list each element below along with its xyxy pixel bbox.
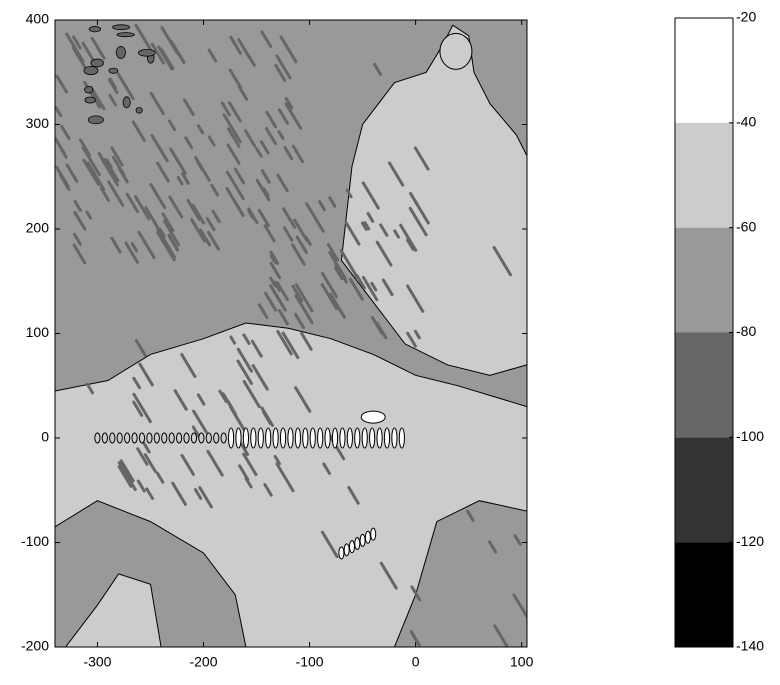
contour-ring	[147, 433, 152, 443]
y-tick-label: 400	[26, 11, 50, 27]
colorbar-segment	[675, 542, 733, 647]
contour-ring	[355, 538, 360, 550]
contour-region	[136, 107, 142, 113]
contour-ring	[125, 433, 130, 443]
contour-ring	[154, 433, 159, 443]
contour-ring	[228, 428, 233, 448]
contour-ring	[355, 428, 360, 448]
contour-ring	[392, 428, 397, 448]
contour-ring	[295, 428, 300, 448]
contour-ring	[384, 428, 389, 448]
contour-ring	[360, 534, 365, 546]
contour-ring	[310, 428, 315, 448]
contour-ring	[191, 433, 196, 443]
x-tick-label: 100	[510, 654, 534, 670]
contour-ring	[139, 433, 144, 443]
y-tick-label: -200	[21, 638, 49, 654]
contour-region	[84, 66, 98, 74]
colorbar-segment	[675, 437, 733, 542]
contour-ring	[236, 428, 241, 448]
contour-ring	[332, 428, 337, 448]
contour-ring	[243, 428, 248, 448]
contour-ring	[206, 433, 211, 443]
contour-ring	[365, 531, 370, 543]
colorbar-tick-label: -40	[736, 114, 756, 130]
y-tick-label: 0	[41, 429, 49, 445]
contour-ring	[288, 428, 293, 448]
contour-region	[138, 49, 155, 56]
y-tick-label: -100	[21, 533, 49, 549]
contour-ring	[176, 433, 181, 443]
y-tick-label: 200	[26, 220, 50, 236]
contour-ring	[303, 428, 308, 448]
contour-region	[113, 25, 130, 30]
contour-ring	[370, 428, 375, 448]
contour-region	[440, 33, 472, 69]
contour-ring	[349, 541, 354, 553]
x-tick-label: -300	[83, 654, 111, 670]
colorbar-segment	[675, 333, 733, 438]
x-tick-label: -100	[296, 654, 324, 670]
contour-field	[55, 20, 529, 650]
contour-region	[85, 86, 93, 93]
contour-ring	[162, 433, 167, 443]
contour-ring	[95, 433, 100, 443]
contour-ring	[132, 433, 137, 443]
chart: -300 -200 -100 0 100 -200 -100 0 100 200 300 400 -14…	[0, 0, 780, 680]
contour-region	[109, 68, 118, 73]
contour-ring	[214, 433, 219, 443]
contour-ring	[280, 428, 285, 448]
colorbar-tick-label: -80	[736, 323, 756, 339]
contour-region	[85, 97, 95, 103]
contour-region	[91, 59, 104, 67]
contour-ring	[344, 544, 349, 556]
contour-ring	[377, 428, 382, 448]
contour-ring	[199, 433, 204, 443]
contour-region	[89, 26, 100, 31]
contour-ring	[399, 428, 404, 448]
contour-ring	[221, 433, 226, 443]
contour-ring	[339, 547, 344, 559]
colorbar-tick-label: -120	[736, 533, 764, 549]
contour-region	[361, 411, 385, 423]
colorbar-segment	[675, 228, 733, 333]
colorbar-tick-label: -140	[736, 638, 764, 654]
colorbar-tick-label: -60	[736, 218, 756, 234]
y-tick-label: 300	[26, 115, 50, 131]
contour-ring	[318, 428, 323, 448]
contour-ring	[258, 428, 263, 448]
contour-region	[123, 97, 130, 108]
contour-region	[116, 47, 125, 59]
contour-ring	[371, 528, 376, 540]
colorbar-tick-label: -100	[736, 428, 764, 444]
contour-ring	[347, 428, 352, 448]
contour-ring	[362, 428, 367, 448]
contour-ring	[266, 428, 271, 448]
contour-ring	[169, 433, 174, 443]
colorbar-segment	[675, 18, 733, 123]
x-tick-label: 0	[412, 654, 420, 670]
contour-ring	[184, 433, 189, 443]
x-tick-label: -200	[189, 654, 217, 670]
y-tick-label: 100	[26, 324, 50, 340]
contour-ring	[273, 428, 278, 448]
contour-ring	[251, 428, 256, 448]
contour-region	[117, 33, 135, 37]
contour-ring	[325, 428, 330, 448]
contour-ring	[110, 433, 115, 443]
colorbar-tick-label: -20	[736, 9, 756, 25]
colorbar-segment	[675, 123, 733, 228]
contour-ring	[340, 428, 345, 448]
contour-ring	[117, 433, 122, 443]
contour-ring	[102, 433, 107, 443]
contour-region	[88, 116, 103, 124]
